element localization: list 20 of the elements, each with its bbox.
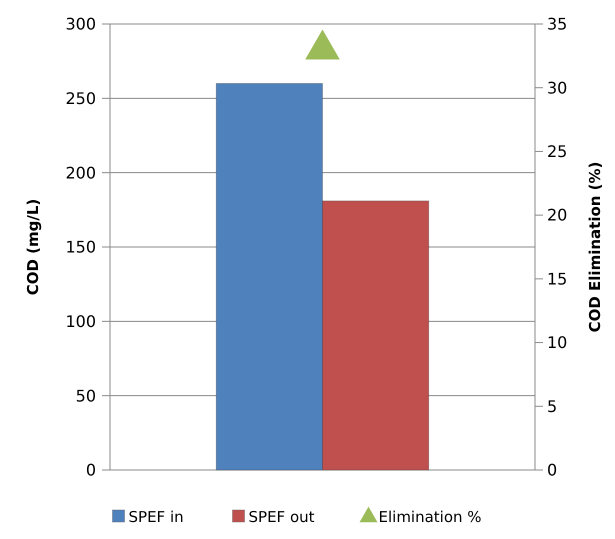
y2-tick-label: 10 (547, 333, 568, 352)
legend-label: Elimination % (378, 508, 482, 526)
y-tick-label: 0 (86, 460, 96, 480)
y-tick-label: 300 (65, 14, 96, 34)
y2-tick-label: 0 (547, 460, 558, 480)
legend-label: SPEF in (128, 508, 184, 526)
y-axis-title: COD (mg/L) (24, 198, 42, 296)
legend-label: SPEF out (248, 508, 315, 526)
y2-tick-label: 15 (547, 269, 568, 288)
y-tick-label: 50 (76, 386, 96, 406)
y2-tick-label: 20 (547, 206, 568, 225)
y-tick-label: 150 (65, 238, 96, 257)
y2-axis-title: COD Elimination (%) (586, 162, 604, 332)
y2-tick-label: 35 (547, 14, 568, 34)
y-tick-label: 100 (65, 312, 96, 331)
y2-tick-label: 25 (547, 142, 568, 162)
y2-tick-label: 5 (547, 396, 558, 416)
y-tick-label: 200 (65, 163, 96, 182)
y-tick-label: 250 (65, 88, 96, 108)
y2-tick-label: 30 (547, 78, 568, 98)
